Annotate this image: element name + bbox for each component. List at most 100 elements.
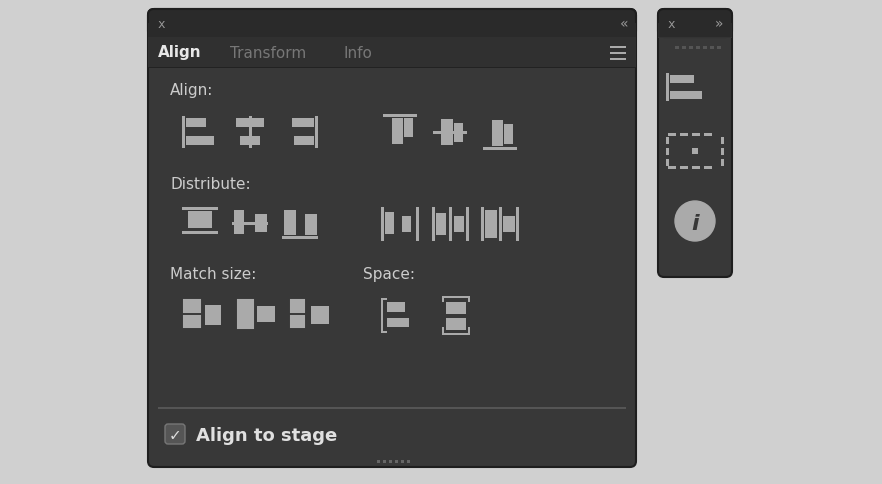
Bar: [381, 298, 387, 301]
Bar: [721, 149, 724, 156]
Text: ✓: ✓: [168, 428, 182, 442]
Bar: [392, 119, 403, 145]
FancyBboxPatch shape: [165, 424, 185, 444]
Bar: [503, 216, 515, 232]
Text: Distribute:: Distribute:: [170, 177, 250, 192]
Bar: [466, 208, 469, 242]
Bar: [492, 121, 503, 147]
FancyBboxPatch shape: [658, 10, 732, 277]
Bar: [182, 231, 218, 235]
Bar: [670, 76, 694, 84]
Bar: [442, 333, 470, 335]
Bar: [385, 212, 394, 235]
Bar: [658, 24, 732, 38]
Bar: [610, 47, 626, 49]
Text: Space:: Space:: [363, 267, 415, 282]
Bar: [401, 460, 404, 463]
Bar: [499, 208, 502, 242]
Bar: [658, 38, 732, 39]
Text: Align: Align: [158, 45, 202, 60]
Bar: [692, 149, 698, 155]
Bar: [284, 211, 296, 236]
Bar: [158, 407, 626, 408]
Bar: [668, 134, 676, 136]
Bar: [670, 92, 702, 100]
Bar: [666, 138, 669, 145]
Bar: [381, 332, 387, 333]
Bar: [232, 223, 268, 226]
Bar: [442, 296, 470, 298]
Bar: [305, 214, 317, 236]
Bar: [692, 134, 700, 136]
Bar: [680, 166, 688, 170]
Bar: [182, 208, 218, 211]
Bar: [184, 301, 200, 312]
Bar: [395, 460, 398, 463]
Bar: [483, 148, 517, 151]
Bar: [680, 134, 688, 136]
Bar: [186, 136, 214, 146]
Bar: [315, 117, 318, 149]
Bar: [675, 47, 679, 50]
Text: x: x: [157, 17, 165, 30]
Bar: [292, 119, 314, 128]
Bar: [294, 136, 314, 146]
Bar: [441, 120, 453, 146]
Bar: [666, 149, 669, 156]
Bar: [185, 318, 199, 326]
Text: Align:: Align:: [170, 83, 213, 98]
FancyBboxPatch shape: [148, 10, 636, 467]
Bar: [377, 460, 380, 463]
Bar: [292, 318, 303, 326]
Bar: [721, 138, 724, 145]
Bar: [666, 160, 669, 166]
Text: Match size:: Match size:: [170, 267, 257, 282]
Bar: [432, 208, 435, 242]
Bar: [446, 302, 466, 314]
Bar: [389, 460, 392, 463]
Bar: [468, 327, 470, 333]
Bar: [710, 47, 714, 50]
Bar: [240, 136, 260, 146]
Bar: [249, 117, 252, 149]
Bar: [668, 166, 676, 170]
Bar: [182, 117, 185, 149]
Bar: [238, 301, 253, 328]
Bar: [449, 208, 452, 242]
Bar: [255, 214, 267, 232]
Bar: [666, 74, 669, 102]
Text: i: i: [691, 213, 699, 233]
Bar: [682, 47, 686, 50]
Text: »: »: [714, 17, 723, 31]
Bar: [291, 317, 304, 327]
FancyBboxPatch shape: [148, 10, 636, 38]
Bar: [383, 115, 417, 118]
Bar: [454, 124, 463, 143]
Bar: [433, 132, 467, 135]
Bar: [148, 38, 636, 68]
Bar: [504, 125, 513, 145]
Bar: [442, 327, 444, 333]
Bar: [481, 208, 484, 242]
Bar: [387, 318, 409, 327]
Bar: [185, 302, 199, 311]
Bar: [381, 298, 383, 333]
Text: Align to stage: Align to stage: [196, 426, 337, 444]
Circle shape: [675, 201, 715, 242]
Bar: [291, 301, 304, 312]
Bar: [416, 208, 419, 242]
Bar: [383, 460, 386, 463]
Bar: [402, 216, 411, 232]
Bar: [381, 208, 384, 242]
Bar: [257, 306, 275, 322]
Bar: [188, 212, 212, 228]
Bar: [407, 460, 410, 463]
Bar: [184, 317, 200, 327]
Bar: [404, 119, 413, 138]
Bar: [205, 305, 221, 325]
Bar: [282, 237, 318, 240]
Bar: [704, 134, 712, 136]
FancyBboxPatch shape: [658, 10, 732, 38]
Bar: [516, 208, 519, 242]
Bar: [717, 47, 721, 50]
